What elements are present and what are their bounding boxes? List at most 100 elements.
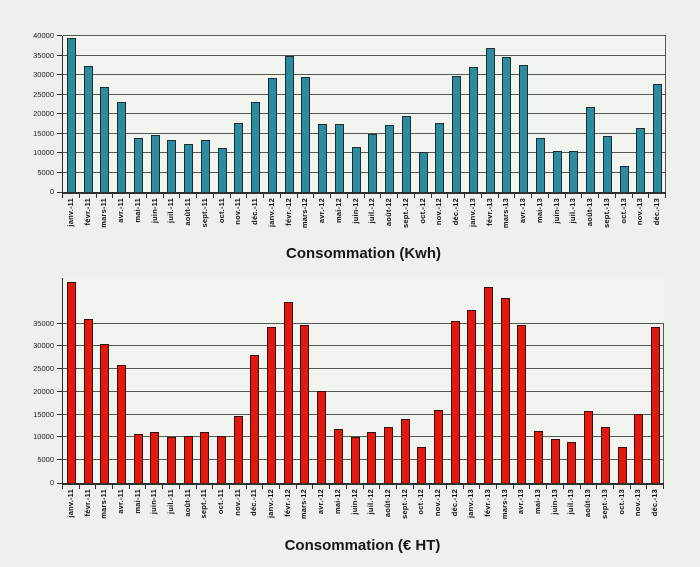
y-axis-tick-label: 10000: [33, 432, 54, 442]
bar: [368, 134, 378, 192]
y-axis-tick-label: 0: [49, 478, 54, 487]
x-axis-tick: [162, 485, 164, 489]
x-axis-tick: [346, 194, 348, 198]
bar-cell: [280, 278, 297, 483]
x-axis-tick: [598, 194, 599, 198]
x-axis-tick: [379, 485, 381, 489]
bar: [485, 48, 495, 192]
x-axis-tick: [245, 485, 247, 489]
x-axis-tick: [279, 194, 281, 198]
x-axis-tick: [596, 485, 598, 489]
bar: [484, 287, 494, 483]
gridline: [63, 436, 664, 438]
y-axis-tick: [57, 171, 62, 173]
bar-cell: [298, 36, 315, 192]
gridline: [63, 74, 666, 75]
bar-cell: [448, 36, 465, 192]
bar-cell: [566, 36, 583, 192]
x-axis-tick: [330, 194, 331, 198]
bar: [318, 123, 328, 192]
x-axis-tick: [629, 485, 631, 489]
y-axis-tick-label: 35000: [33, 50, 54, 60]
kwh-chart-title: Consommation (Kwh): [286, 245, 441, 262]
x-axis-tick: [313, 194, 315, 198]
bar: [317, 390, 327, 483]
x-axis-tick-label: mai-11: [132, 198, 142, 223]
y-axis-tick: [57, 35, 62, 36]
x-axis-tick: [95, 194, 97, 198]
x-label-cell: nov.-12: [429, 489, 446, 537]
bar-cell: [213, 278, 230, 483]
bar-cell: [547, 278, 564, 483]
x-axis-tick: [529, 485, 531, 489]
bar: [351, 147, 361, 192]
y-axis-tick-label: 35000: [33, 318, 54, 328]
bar-cell: [430, 278, 447, 483]
x-axis-tick-label: déc.-11: [250, 198, 260, 225]
x-label-cell: juil.-13: [565, 198, 582, 246]
bar: [586, 106, 596, 192]
bar: [301, 77, 311, 192]
bar-cell: [331, 36, 348, 192]
x-axis-tick-label: déc.-12: [451, 198, 461, 226]
x-axis-tick: [295, 485, 297, 489]
x-axis-tick: [129, 194, 130, 198]
x-label-cell: mars-13: [498, 198, 515, 246]
x-label-cell: juil.-11: [162, 489, 179, 537]
y-axis-tick: [57, 483, 62, 484]
x-label-cell: sept.-13: [598, 198, 615, 246]
x-axis-tick-label: juil.-11: [166, 198, 176, 223]
bar-cell: [480, 278, 497, 483]
bar: [100, 86, 110, 192]
x-label-cell: août-11: [179, 489, 196, 537]
plot-right-border: [665, 36, 666, 192]
bar-cell: [482, 36, 499, 192]
bar: [452, 76, 462, 192]
x-axis-tick-label: mai-13: [533, 489, 543, 514]
x-axis-tick: [179, 194, 181, 198]
x-axis-tick: [413, 194, 415, 198]
x-axis-tick: [646, 485, 648, 489]
bar-cell: [564, 278, 581, 483]
bar-cell: [630, 278, 647, 483]
bar: [333, 428, 343, 483]
x-axis-tick: [78, 194, 80, 198]
x-axis-tick: [112, 485, 114, 489]
x-axis-tick: [345, 485, 347, 489]
x-axis-tick-label: janv.-11: [65, 198, 75, 227]
x-axis-tick-label: déc.-12: [449, 489, 459, 517]
x-label-cell: févr.-12: [280, 198, 297, 246]
x-axis-tick-label: juin-12: [349, 489, 359, 515]
bar: [500, 297, 510, 483]
x-axis-tick: [229, 194, 231, 198]
y-axis-tick-label: 15000: [33, 128, 54, 138]
bar-cell: [381, 36, 398, 192]
bar-cell: [347, 278, 364, 483]
bar: [133, 137, 143, 192]
x-label-cell: juin-13: [546, 489, 563, 537]
plot-right-border: [663, 323, 664, 483]
x-label-cell: nov.-13: [632, 198, 649, 246]
x-label-cell: mai-12: [330, 198, 347, 246]
bar: [653, 83, 663, 192]
bar-cell: [597, 278, 614, 483]
bar-cell: [633, 36, 650, 192]
x-label-cell: mai-13: [531, 198, 548, 246]
x-axis-tick: [412, 485, 414, 489]
bar: [584, 411, 594, 483]
bar-cell: [146, 278, 163, 483]
bar-cell: [447, 278, 464, 483]
y-axis-tick-label: 5000: [37, 167, 54, 177]
gridline: [63, 113, 666, 114]
x-axis-tick: [228, 485, 230, 489]
bar: [550, 438, 560, 483]
x-label-cell: nov.-12: [431, 198, 448, 246]
bar: [617, 447, 627, 483]
eur-x-axis-labels: janv.-11 févr.-11 mars-11 avr.-11 mai-11 juin…: [62, 489, 663, 537]
bar: [234, 122, 244, 192]
x-axis-tick-label: mars-13: [499, 489, 509, 520]
x-axis-tick-label: nov.-11: [232, 489, 242, 516]
x-axis-tick: [195, 485, 197, 489]
x-label-cell: sept.-12: [397, 198, 414, 246]
bar-cell: [549, 36, 566, 192]
